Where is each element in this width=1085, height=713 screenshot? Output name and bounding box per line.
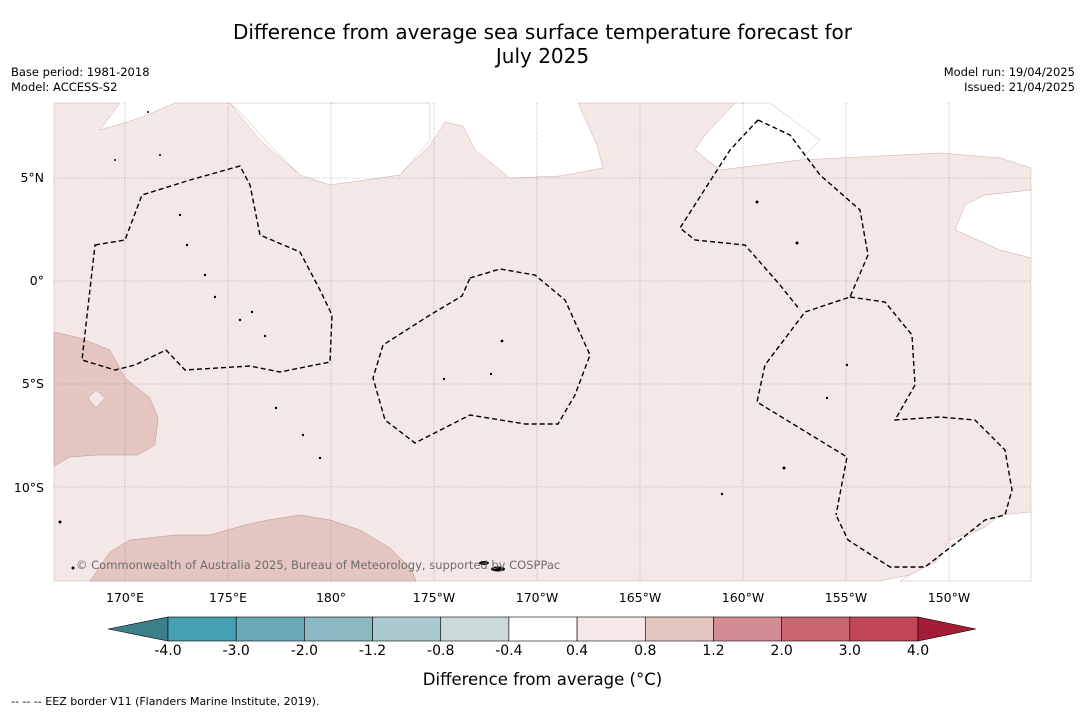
colorbar-tick-label: -2.0 — [290, 643, 319, 659]
meta-left: Base period: 1981-2018 Model: ACCESS-S2 — [11, 65, 150, 95]
colorbar-extend-high — [917, 616, 977, 642]
colorbar — [107, 616, 977, 642]
lat-label: 10°S — [13, 480, 44, 495]
meta-right: Model run: 19/04/2025 Issued: 21/04/2025 — [944, 65, 1075, 95]
colorbar-segment — [713, 616, 782, 642]
neutral-patch-east — [954, 189, 1032, 259]
lat-label: 5°N — [20, 170, 44, 185]
moderate-anomaly-region-south — [89, 514, 417, 582]
colorbar-segment — [508, 616, 578, 642]
colorbar-tick-label: -0.8 — [427, 643, 455, 659]
lon-label: 160°W — [721, 590, 765, 605]
colorbar-segment — [235, 616, 305, 642]
lon-label: 155°W — [824, 590, 868, 605]
moderate-anomaly-island-hole — [87, 389, 106, 409]
colorbar-tick-label: 4.0 — [906, 643, 930, 659]
colorbar-tick-label: -4.0 — [154, 643, 182, 659]
neutral-patch-northeast — [694, 102, 821, 171]
map-title-line2: July 2025 — [495, 44, 590, 68]
lon-label: 165°W — [618, 590, 662, 605]
colorbar-segment — [781, 616, 851, 642]
colorbar-title: Difference from average (°C) — [422, 670, 663, 689]
lon-label: 175°W — [412, 590, 456, 605]
colorbar-segment — [440, 616, 510, 642]
colorbar-tick-label: -3.0 — [222, 643, 250, 659]
lon-label: 180° — [315, 590, 347, 605]
model-run: Model run: 19/04/2025 — [943, 65, 1075, 79]
colorbar-tick-label: 0.4 — [565, 643, 589, 659]
neutral-patch-north — [229, 102, 431, 186]
base-period: Base period: 1981-2018 — [11, 65, 150, 79]
lat-label: 5°S — [21, 376, 44, 391]
lon-label: 175°E — [208, 590, 247, 605]
colorbar-tick-label: 1.2 — [702, 643, 725, 659]
copyright-notice: © Commonwealth of Australia 2025, Bureau… — [76, 558, 561, 572]
neutral-patch-southeast — [899, 511, 1032, 582]
colorbar-tick-label: -0.4 — [495, 643, 523, 659]
map-title: Difference from average sea surface temp… — [0, 20, 1085, 68]
lon-label: 170°W — [515, 590, 559, 605]
moderate-anomaly-region-west — [53, 331, 159, 467]
map-title-line1: Difference from average sea surface temp… — [232, 20, 852, 44]
colorbar-segment — [644, 616, 714, 642]
colorbar-segment — [304, 616, 373, 642]
model-name: Model: ACCESS-S2 — [11, 80, 118, 94]
colorbar-tick-label: 2.0 — [770, 643, 793, 659]
colorbar-tick-label: 3.0 — [838, 643, 861, 659]
issued-date: Issued: 21/04/2025 — [964, 80, 1075, 94]
eez-border-kiribati-line — [756, 119, 869, 516]
lat-label: 0° — [29, 273, 44, 288]
colorbar-segment — [167, 616, 237, 642]
eez-border-kiribati-phoenix — [372, 268, 591, 444]
colorbar-segment — [372, 616, 442, 642]
lon-label: 170°E — [105, 590, 144, 605]
graticule — [54, 103, 1031, 581]
eez-legend-note: -- -- -- EEZ border V11 (Flanders Marine… — [11, 695, 320, 708]
colorbar-tick-label: -1.2 — [358, 643, 387, 659]
colorbar-segment — [849, 616, 919, 642]
eez-border-french-polynesia — [679, 119, 801, 311]
eez-border-kiribati-gilberts — [81, 165, 333, 373]
colorbar-extend-low — [107, 616, 169, 642]
colorbar-tick-label: 0.8 — [634, 643, 657, 659]
colorbar-segment — [576, 616, 646, 642]
islands — [58, 111, 849, 572]
lon-label: 150°W — [927, 590, 971, 605]
